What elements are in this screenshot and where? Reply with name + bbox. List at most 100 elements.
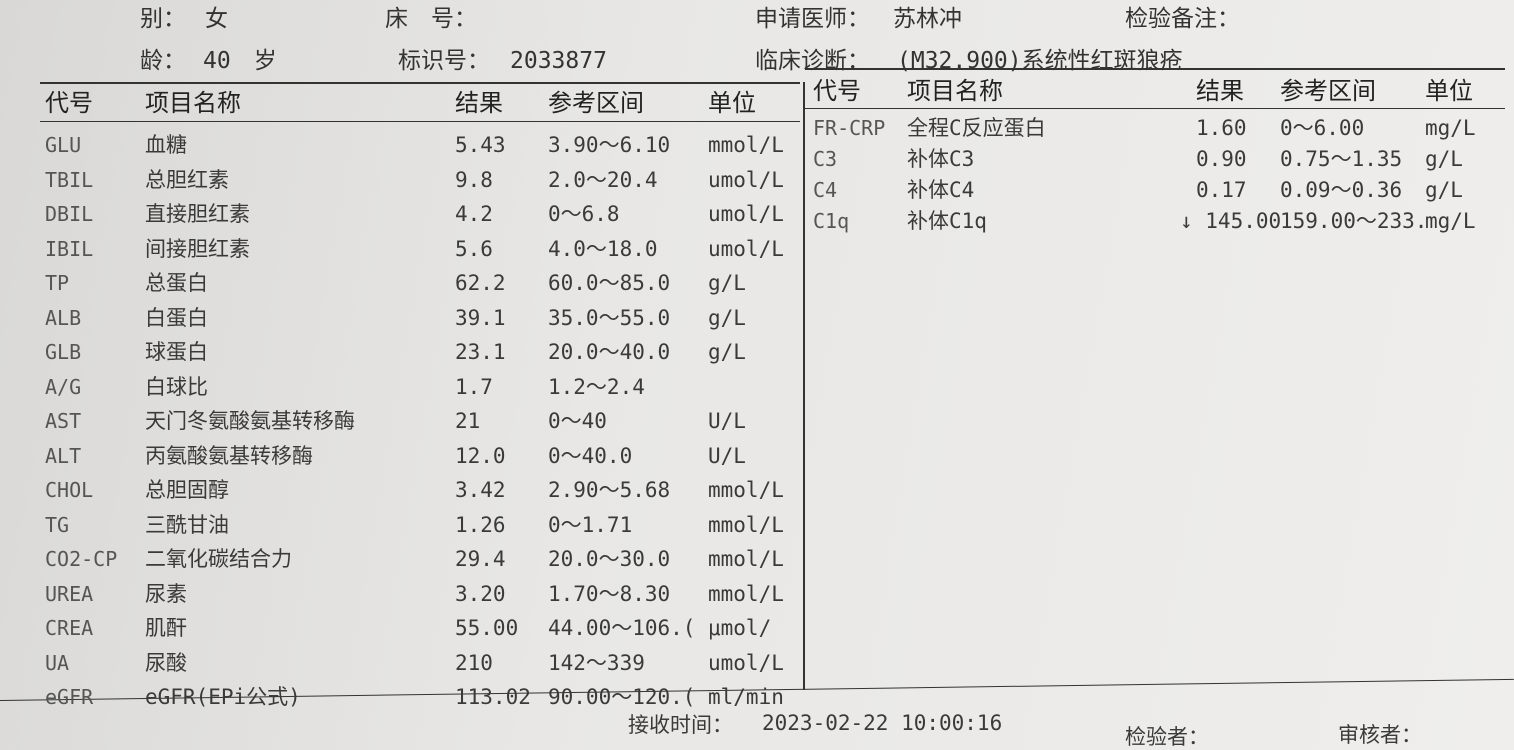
column-header: 结果 <box>1196 77 1244 105</box>
field-value: 2033877 <box>510 48 607 74</box>
result: 3.42 <box>455 478 506 502</box>
reference-range: 142～339 <box>548 650 645 675</box>
unit: μmol/ <box>708 616 772 640</box>
field-value: 40 岁 <box>203 48 277 74</box>
result: 210 <box>455 650 493 675</box>
result: 55.00 <box>455 616 519 640</box>
item-name: eGFR(EPi公式) <box>145 685 301 709</box>
item-name: 总胆固醇 <box>145 478 229 502</box>
reference-range: 60.0～85.0 <box>548 271 671 295</box>
field-label: 标识号： <box>398 48 490 74</box>
result: 0.17 <box>1196 178 1247 202</box>
unit: mmol/L <box>708 133 784 157</box>
column-header: 项目名称 <box>145 89 241 117</box>
field-label: 检验备注： <box>1125 6 1240 32</box>
item-code: FR-CRP <box>813 116 886 140</box>
header-rule <box>40 82 800 84</box>
field-value: 苏林冲 <box>893 6 962 32</box>
item-code: TP <box>45 271 70 295</box>
item-name: 总胆红素 <box>145 167 229 192</box>
item-code: ALT <box>45 443 82 468</box>
item-name: 白蛋白 <box>145 305 208 330</box>
result: 0.90 <box>1196 147 1247 171</box>
reviewer-label: 审核者： <box>1338 723 1422 747</box>
reference-range: 4.0～18.0 <box>548 236 658 261</box>
reference-range: 2.0～20.4 <box>548 167 658 192</box>
unit: ml/min <box>708 685 784 709</box>
item-name: 球蛋白 <box>145 340 208 364</box>
reference-range: 0～6.8 <box>548 202 620 226</box>
reference-range: 20.0～40.0 <box>548 340 671 364</box>
item-name: 补体C1q <box>907 209 987 233</box>
item-name: 总蛋白 <box>145 271 208 295</box>
column-header: 结果 <box>455 89 503 117</box>
item-code: eGFR <box>45 685 94 709</box>
unit: U/L <box>708 409 746 433</box>
result: 4.2 <box>455 202 493 226</box>
item-name: 血糖 <box>145 133 187 157</box>
item-name: 三酰甘油 <box>145 512 229 537</box>
reference-range: 20.0～30.0 <box>548 547 671 571</box>
field-label: 龄： <box>140 48 186 74</box>
item-code: DBIL <box>45 202 94 226</box>
item-code: UREA <box>45 581 94 606</box>
unit: mmol/L <box>708 478 784 502</box>
receive-time: 2023-02-22 10:00:16 <box>762 711 1003 735</box>
column-header: 代号 <box>45 89 93 117</box>
item-code: ALB <box>45 305 82 330</box>
field-label: 临床诊断： <box>755 48 870 74</box>
unit: umol/L <box>708 650 784 675</box>
reference-range: 35.0～55.0 <box>548 305 671 330</box>
result: 23.1 <box>455 340 506 364</box>
reference-range: 44.00～106.( <box>548 616 696 640</box>
reference-range: 2.90～5.68 <box>548 478 671 502</box>
unit: g/L <box>1425 178 1463 202</box>
header-rule <box>805 108 1505 109</box>
item-name: 补体C4 <box>907 178 975 202</box>
item-name: 补体C3 <box>907 147 975 171</box>
column-header: 参考区间 <box>548 89 644 117</box>
result: 5.43 <box>455 133 506 157</box>
item-code: GLU <box>45 133 82 157</box>
result: 1.60 <box>1196 116 1247 140</box>
item-name: 丙氨酸氨基转移酶 <box>145 443 313 468</box>
unit: U/L <box>708 443 746 468</box>
item-code: UA <box>45 650 70 675</box>
item-code: TBIL <box>45 167 94 192</box>
item-code: A/G <box>45 374 82 399</box>
reference-range: 0～40.0 <box>548 443 633 468</box>
result: 113.02 <box>455 685 531 709</box>
field-label: 别： <box>140 6 186 32</box>
field-value: (M32.900)系统性红斑狼疮 <box>897 48 1183 74</box>
unit: umol/L <box>708 167 784 192</box>
column-header: 项目名称 <box>907 77 1003 105</box>
unit: umol/L <box>708 202 784 226</box>
item-name: 天门冬氨酸氨基转移酶 <box>145 409 355 433</box>
tester-label: 检验者： <box>1125 725 1209 749</box>
item-name: 间接胆红素 <box>145 236 250 261</box>
unit: mmol/L <box>708 547 784 571</box>
field-label: 申请医师： <box>755 6 870 32</box>
result: 9.8 <box>455 167 493 192</box>
unit: mg/L <box>1425 209 1476 233</box>
item-code: AST <box>45 409 82 433</box>
item-code: IBIL <box>45 236 94 261</box>
item-code: CO2-CP <box>45 547 118 571</box>
field-label: 床 号： <box>385 6 477 32</box>
result: 39.1 <box>455 305 506 330</box>
reference-range: 159.00～233. <box>1280 209 1428 233</box>
unit: g/L <box>1425 147 1463 171</box>
reference-range: 0.09～0.36 <box>1280 178 1403 202</box>
unit: g/L <box>708 305 746 330</box>
unit: g/L <box>708 340 746 364</box>
result: ↓ 145.00 <box>1180 209 1282 233</box>
item-name: 尿素 <box>145 581 187 606</box>
item-code: C3 <box>813 147 838 171</box>
header-rule <box>805 68 1505 70</box>
result: 21 <box>455 409 481 433</box>
unit: mmol/L <box>708 581 784 606</box>
column-header: 代号 <box>813 77 861 105</box>
item-code: TG <box>45 512 70 537</box>
column-header: 参考区间 <box>1280 77 1376 105</box>
